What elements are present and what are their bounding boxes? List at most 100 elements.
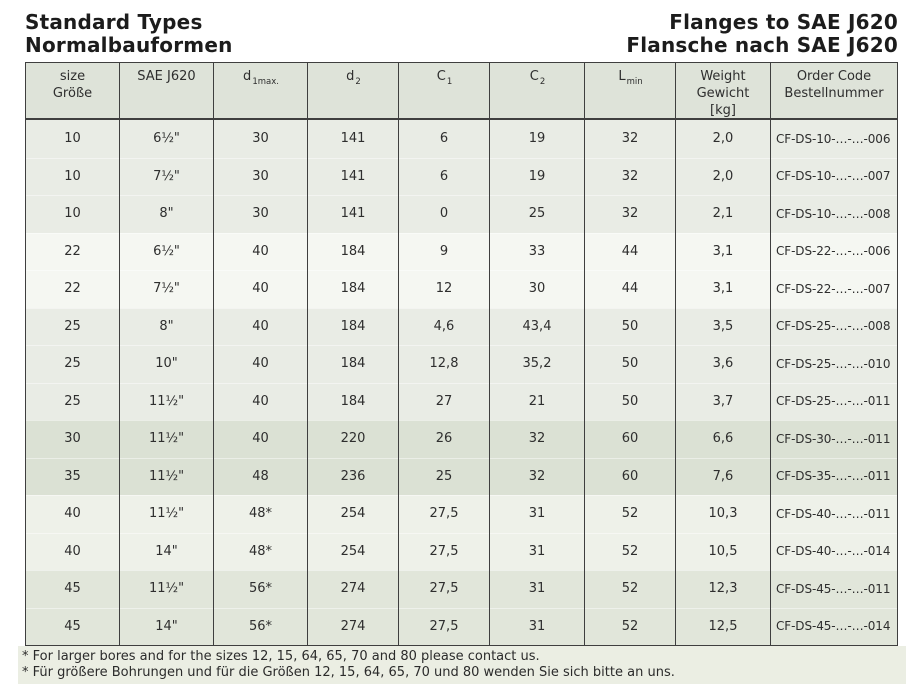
cell-lmin: 50	[585, 382, 676, 420]
cell-c1: 25	[399, 457, 490, 495]
cell-c2: 31	[490, 495, 585, 533]
cell-order-code: CF-DS-22-…-…-007	[776, 281, 891, 296]
cell-sae-j620: 6½"	[120, 120, 214, 158]
table-row: 10 6½" 30 141 6 19 32 2,0 CF-DS-10-…-…-006	[26, 120, 897, 158]
cell-sae-j620: 8"	[120, 307, 214, 345]
cell-order-code: CF-DS-22-…-…-006	[776, 244, 891, 259]
cell-c1: 27,5	[399, 495, 490, 533]
cell-d1max: 56*	[214, 570, 308, 608]
cell-size: 35	[26, 457, 120, 495]
cell-c2: 25	[490, 195, 585, 233]
cell-sae-j620: 7½"	[120, 270, 214, 308]
footnotes: * For larger bores and for the sizes 12,…	[18, 646, 906, 684]
cell-c1: 27,5	[399, 532, 490, 570]
cell-lmin: 32	[585, 157, 676, 195]
cell-sae-j620: 11½"	[120, 420, 214, 458]
cell-order-code: CF-DS-25-…-…-008	[776, 319, 891, 334]
column-header-lmin: Lmin	[585, 63, 676, 118]
cell-d2: 184	[308, 270, 399, 308]
table-row: 25 8" 40 184 4,6 43,4 50 3,5 CF-DS-25-…-…-008	[26, 307, 897, 345]
cell-size: 45	[26, 607, 120, 645]
cell-sae-j620: 11½"	[120, 495, 214, 533]
table-row: 10 8" 30 141 0 25 32 2,1 CF-DS-10-…-…-008	[26, 195, 897, 233]
table-row: 40 11½" 48* 254 27,5 31 52 10,3 CF-DS-40-…-…-011	[26, 495, 897, 533]
cell-d1max: 30	[214, 195, 308, 233]
cell-lmin: 32	[585, 120, 676, 158]
table-row: 22 6½" 40 184 9 33 44 3,1 CF-DS-22-…-…-006	[26, 232, 897, 270]
cell-lmin: 44	[585, 232, 676, 270]
cell-weight: 12,3	[676, 570, 771, 608]
cell-order-code: CF-DS-35-…-…-011	[776, 469, 891, 484]
cell-c2: 30	[490, 270, 585, 308]
column-header-c1: C1	[399, 63, 490, 118]
cell-d2: 141	[308, 157, 399, 195]
cell-d1max: 40	[214, 270, 308, 308]
cell-sae-j620: 11½"	[120, 382, 214, 420]
cell-d1max: 40	[214, 307, 308, 345]
cell-weight: 10,3	[676, 495, 771, 533]
table-row: 45 14" 56* 274 27,5 31 52 12,5 CF-DS-45-…-…-014	[26, 607, 897, 645]
page-subtitle-de: Flansche nach SAE J620	[626, 33, 898, 57]
cell-weight: 3,5	[676, 307, 771, 345]
page-title-de: Normalbauformen	[25, 33, 233, 57]
cell-d2: 184	[308, 382, 399, 420]
table-row: 30 11½" 40 220 26 32 60 6,6 CF-DS-30-…-…-011	[26, 420, 897, 458]
cell-d1max: 40	[214, 420, 308, 458]
cell-d2: 254	[308, 495, 399, 533]
cell-sae-j620: 11½"	[120, 457, 214, 495]
cell-size: 40	[26, 495, 120, 533]
cell-size: 10	[26, 157, 120, 195]
cell-lmin: 44	[585, 270, 676, 308]
cell-order-code: CF-DS-45-…-…-011	[776, 581, 891, 596]
cell-lmin: 52	[585, 570, 676, 608]
cell-d2: 236	[308, 457, 399, 495]
cell-order-code: CF-DS-10-…-…-007	[776, 169, 891, 184]
cell-lmin: 50	[585, 307, 676, 345]
cell-d1max: 40	[214, 382, 308, 420]
cell-c2: 33	[490, 232, 585, 270]
cell-c1: 27	[399, 382, 490, 420]
cell-sae-j620: 10"	[120, 345, 214, 383]
column-header-weight: Weight Gewicht [kg]	[676, 63, 771, 118]
cell-order-code: CF-DS-40-…-…-014	[776, 544, 891, 559]
cell-lmin: 50	[585, 345, 676, 383]
table-row: 40 14" 48* 254 27,5 31 52 10,5 CF-DS-40-…-…-014	[26, 532, 897, 570]
page-title: Standard Types Normalbauformen	[25, 11, 233, 57]
cell-order-code: CF-DS-45-…-…-014	[776, 619, 891, 634]
page-header: Standard Types Normalbauformen Flanges t…	[25, 11, 898, 57]
footnote-de: * Für größere Bohrungen und für die Größ…	[22, 665, 675, 680]
cell-c2: 35,2	[490, 345, 585, 383]
cell-weight: 6,6	[676, 420, 771, 458]
page-title-en: Standard Types	[25, 10, 203, 34]
cell-order-code: CF-DS-10-…-…-008	[776, 206, 891, 221]
cell-c2: 19	[490, 120, 585, 158]
cell-size: 40	[26, 532, 120, 570]
cell-c2: 43,4	[490, 307, 585, 345]
flange-dimensions-table: size Größe SAE J620 d1max. d2 C1 C2 Lmin Weight G…	[25, 62, 898, 646]
cell-weight: 10,5	[676, 532, 771, 570]
cell-c2: 21	[490, 382, 585, 420]
cell-size: 10	[26, 120, 120, 158]
cell-lmin: 52	[585, 607, 676, 645]
cell-size: 45	[26, 570, 120, 608]
cell-lmin: 60	[585, 420, 676, 458]
column-header-order-code: Order Code Bestellnummer	[784, 69, 884, 101]
cell-d2: 141	[308, 120, 399, 158]
cell-weight: 3,7	[676, 382, 771, 420]
cell-d2: 141	[308, 195, 399, 233]
cell-sae-j620: 11½"	[120, 570, 214, 608]
cell-c2: 31	[490, 532, 585, 570]
cell-order-code: CF-DS-25-…-…-011	[776, 394, 891, 409]
cell-c1: 6	[399, 120, 490, 158]
cell-d2: 254	[308, 532, 399, 570]
cell-size: 25	[26, 345, 120, 383]
cell-c2: 32	[490, 420, 585, 458]
cell-d1max: 56*	[214, 607, 308, 645]
cell-size: 22	[26, 270, 120, 308]
cell-sae-j620: 7½"	[120, 157, 214, 195]
cell-d2: 184	[308, 345, 399, 383]
column-header-size: size Größe	[26, 63, 120, 118]
cell-d1max: 48*	[214, 532, 308, 570]
column-header-d2: d2	[308, 63, 399, 118]
